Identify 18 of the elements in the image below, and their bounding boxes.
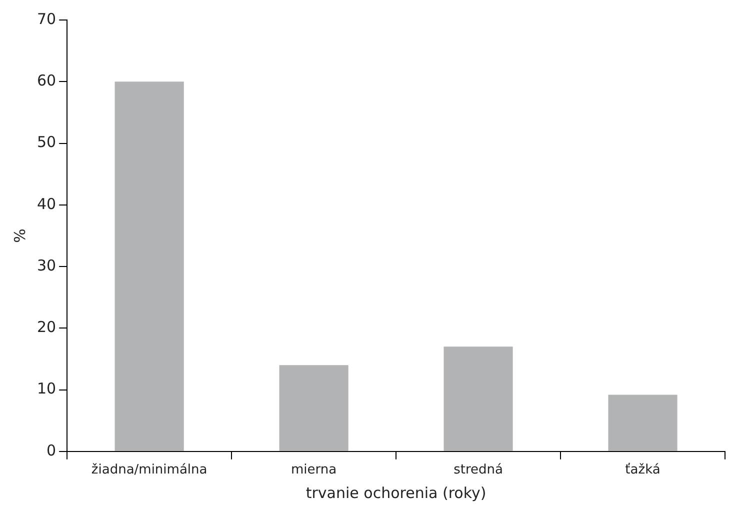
bar xyxy=(114,82,184,451)
y-tick-label: 10 xyxy=(36,380,56,398)
x-tick-label: ťažká xyxy=(625,462,660,478)
bar xyxy=(279,365,348,451)
x-axis-title: trvanie ochorenia (roky) xyxy=(306,484,486,502)
y-tick-label: 0 xyxy=(46,441,56,460)
y-tick-label: 60 xyxy=(36,72,56,90)
y-tick-label: 50 xyxy=(36,133,56,152)
x-tick-label: žiadna/minimálna xyxy=(91,462,208,478)
y-tick-label: 20 xyxy=(36,318,56,336)
y-axis-title: % xyxy=(10,228,29,243)
bar xyxy=(444,346,513,451)
y-tick-label: 70 xyxy=(36,10,56,28)
y-tick-label: 40 xyxy=(36,194,56,213)
y-tick-label: 30 xyxy=(36,256,56,274)
x-tick-label: mierna xyxy=(291,462,337,478)
bar xyxy=(608,394,678,451)
x-tick-label: stredná xyxy=(454,462,503,478)
